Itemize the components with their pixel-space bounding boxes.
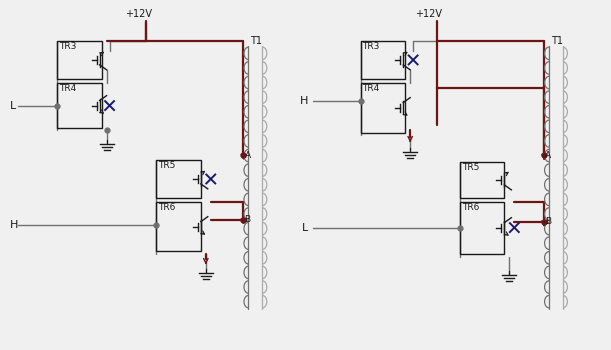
- Text: A: A: [545, 150, 551, 160]
- Text: A: A: [244, 150, 251, 160]
- Text: L: L: [302, 223, 308, 233]
- Text: T1: T1: [551, 36, 563, 46]
- Text: TR3: TR3: [362, 42, 380, 51]
- Text: TR6: TR6: [158, 203, 175, 212]
- Text: T1: T1: [251, 36, 262, 46]
- Text: TR3: TR3: [59, 42, 76, 51]
- Text: +12V: +12V: [415, 9, 442, 19]
- Bar: [156, 202, 201, 251]
- Text: TR6: TR6: [462, 203, 479, 212]
- Text: H: H: [10, 219, 19, 230]
- Text: TR4: TR4: [59, 84, 76, 93]
- Bar: [459, 162, 505, 198]
- Bar: [360, 83, 405, 133]
- Text: H: H: [299, 96, 308, 106]
- Text: TR5: TR5: [462, 163, 479, 172]
- Text: TR5: TR5: [158, 161, 175, 170]
- Text: TR4: TR4: [362, 84, 380, 93]
- Text: B: B: [545, 217, 551, 226]
- Bar: [57, 83, 101, 128]
- Text: B: B: [244, 215, 251, 224]
- Bar: [57, 41, 101, 79]
- Bar: [459, 202, 505, 254]
- Text: +12V: +12V: [125, 9, 152, 19]
- Bar: [156, 160, 201, 198]
- Bar: [360, 41, 405, 79]
- Text: L: L: [10, 100, 16, 111]
